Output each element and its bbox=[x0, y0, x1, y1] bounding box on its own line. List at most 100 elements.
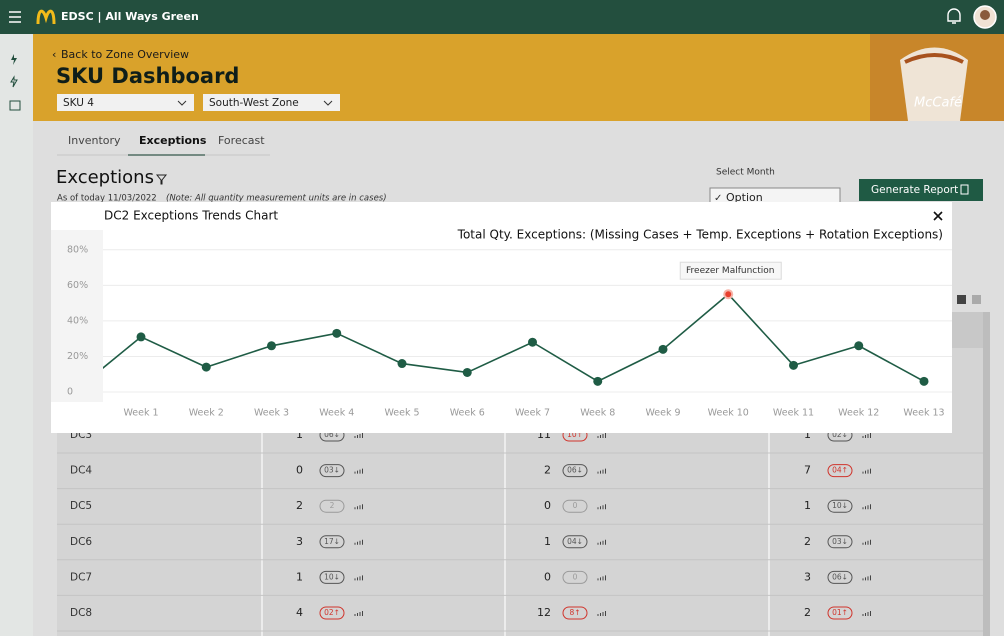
menu-button[interactable] bbox=[9, 11, 21, 23]
badge bbox=[562, 535, 588, 549]
view-toggle[interactable] bbox=[957, 295, 966, 304]
badge-label: 10↑ bbox=[567, 430, 583, 439]
table-body: DC3 1 06↓ 11 10↑ 1 02↓DC4 0 03↓ 2 06↓ 7 04↑DC5 2 2 0 0 1 1… bbox=[57, 428, 983, 632]
x-tick-label: Week 5 bbox=[384, 408, 419, 419]
badge-label: 10↓ bbox=[832, 501, 848, 510]
badge bbox=[562, 464, 588, 478]
badge-label: 0 bbox=[573, 501, 578, 510]
filter-value: South-West Zone bbox=[209, 97, 299, 109]
note: (Note: All quantity measurement units ar… bbox=[166, 194, 387, 204]
badge bbox=[319, 464, 345, 478]
generate-report-button[interactable] bbox=[859, 179, 983, 201]
x-tick-label: Week 3 bbox=[254, 408, 289, 419]
caramel bbox=[904, 53, 964, 64]
y-tick-label: 20% bbox=[67, 351, 88, 362]
chevron bbox=[177, 100, 187, 106]
badge-label: 10↓ bbox=[324, 572, 340, 581]
plot bbox=[103, 289, 929, 386]
tab[interactable]: Inventory bbox=[68, 134, 121, 147]
cell-value: 7 bbox=[804, 464, 811, 477]
badge-label: 17↓ bbox=[324, 537, 340, 546]
notification-bell[interactable] bbox=[947, 8, 961, 24]
point bbox=[397, 359, 407, 369]
point bbox=[201, 362, 211, 372]
filter-icon[interactable] bbox=[155, 174, 168, 185]
as-of: As of today 11/03/2022 bbox=[57, 194, 157, 204]
cell-value: 2 bbox=[804, 606, 811, 619]
x-tick-label: Week 8 bbox=[580, 408, 615, 419]
badge bbox=[827, 464, 853, 478]
x-tick-label: Week 10 bbox=[708, 408, 749, 419]
chart-subtitle: Total Qty. Exceptions: (Missing Cases + … bbox=[457, 228, 943, 242]
badge-label: 02↑ bbox=[324, 608, 340, 617]
badge bbox=[319, 499, 345, 513]
badge bbox=[319, 535, 345, 549]
tab[interactable]: Exceptions bbox=[139, 134, 207, 147]
point bbox=[854, 341, 864, 351]
tabs: Inventory Exceptions Forecast bbox=[68, 134, 265, 156]
badge bbox=[827, 570, 853, 584]
cell-value: 4 bbox=[296, 606, 303, 619]
badge-label: 2 bbox=[330, 501, 335, 510]
sidebar bbox=[0, 34, 33, 636]
sidebar-icon[interactable] bbox=[10, 75, 18, 88]
cell-value: 2 bbox=[296, 499, 303, 512]
point bbox=[919, 376, 929, 386]
top-bar bbox=[0, 0, 1004, 34]
brand-text: McCafé bbox=[914, 96, 962, 111]
month-label: Select Month bbox=[716, 168, 775, 178]
cell-value: 1 bbox=[544, 535, 551, 548]
badge-label: 06↓ bbox=[832, 572, 848, 581]
x-tick-label: Week 1 bbox=[123, 408, 158, 419]
point bbox=[267, 341, 276, 351]
y-tick-label: 80% bbox=[67, 244, 88, 255]
cell-value: 3 bbox=[296, 535, 303, 548]
cell-value: 1 bbox=[296, 428, 303, 441]
close-button[interactable] bbox=[933, 211, 943, 221]
filter-value: SKU 4 bbox=[63, 97, 94, 109]
filter-select[interactable] bbox=[57, 94, 194, 111]
chart-title: DC2 Exceptions Trends Chart bbox=[104, 209, 278, 223]
view-toggle[interactable] bbox=[972, 295, 981, 304]
point bbox=[136, 332, 146, 342]
scrollbar[interactable] bbox=[983, 312, 990, 636]
badge-label: 8↑ bbox=[569, 608, 580, 617]
button-label: Generate Report bbox=[871, 184, 958, 196]
badge bbox=[562, 606, 588, 620]
sidebar-icon[interactable] bbox=[11, 54, 17, 65]
line bbox=[103, 293, 925, 383]
cell-value: 0 bbox=[544, 499, 551, 512]
month-option[interactable]: Option bbox=[726, 191, 763, 204]
cell-value: 2 bbox=[804, 535, 811, 548]
x-tick-label: Week 9 bbox=[645, 408, 680, 419]
badge-label: 03↓ bbox=[324, 466, 340, 475]
cell-value: 12 bbox=[537, 606, 551, 619]
badge-label: 04↑ bbox=[832, 466, 848, 475]
page-title: SKU Dashboard bbox=[56, 64, 239, 88]
back-arrow[interactable]: ‹ bbox=[52, 48, 56, 61]
banner bbox=[33, 34, 1004, 121]
cell-value: 0 bbox=[296, 464, 303, 477]
badge-label: 02↓ bbox=[832, 430, 848, 439]
avatar-face bbox=[980, 10, 990, 20]
logo bbox=[36, 9, 56, 25]
cell-value: 2 bbox=[544, 464, 551, 477]
sidebar-icon[interactable] bbox=[9, 100, 21, 111]
x-tick-label: Week 4 bbox=[319, 408, 354, 419]
annotation-label: Freezer Malfunction bbox=[686, 266, 774, 276]
badge-label: 03↓ bbox=[832, 537, 848, 546]
badge bbox=[319, 606, 345, 620]
point bbox=[789, 360, 798, 370]
highlight-point bbox=[723, 289, 734, 300]
tab[interactable]: Forecast bbox=[218, 134, 265, 147]
badge bbox=[562, 499, 588, 513]
cell-value: 0 bbox=[544, 570, 551, 583]
back-link[interactable]: Back to Zone Overview bbox=[61, 48, 189, 61]
filter-select[interactable] bbox=[203, 94, 340, 111]
x-tick-label: Week 2 bbox=[189, 408, 224, 419]
cell-value: 3 bbox=[804, 570, 811, 583]
chart-modal: DC2 Exceptions Trends Chart Total Qty. E… bbox=[51, 202, 952, 433]
y-tick-label: 40% bbox=[67, 315, 88, 326]
